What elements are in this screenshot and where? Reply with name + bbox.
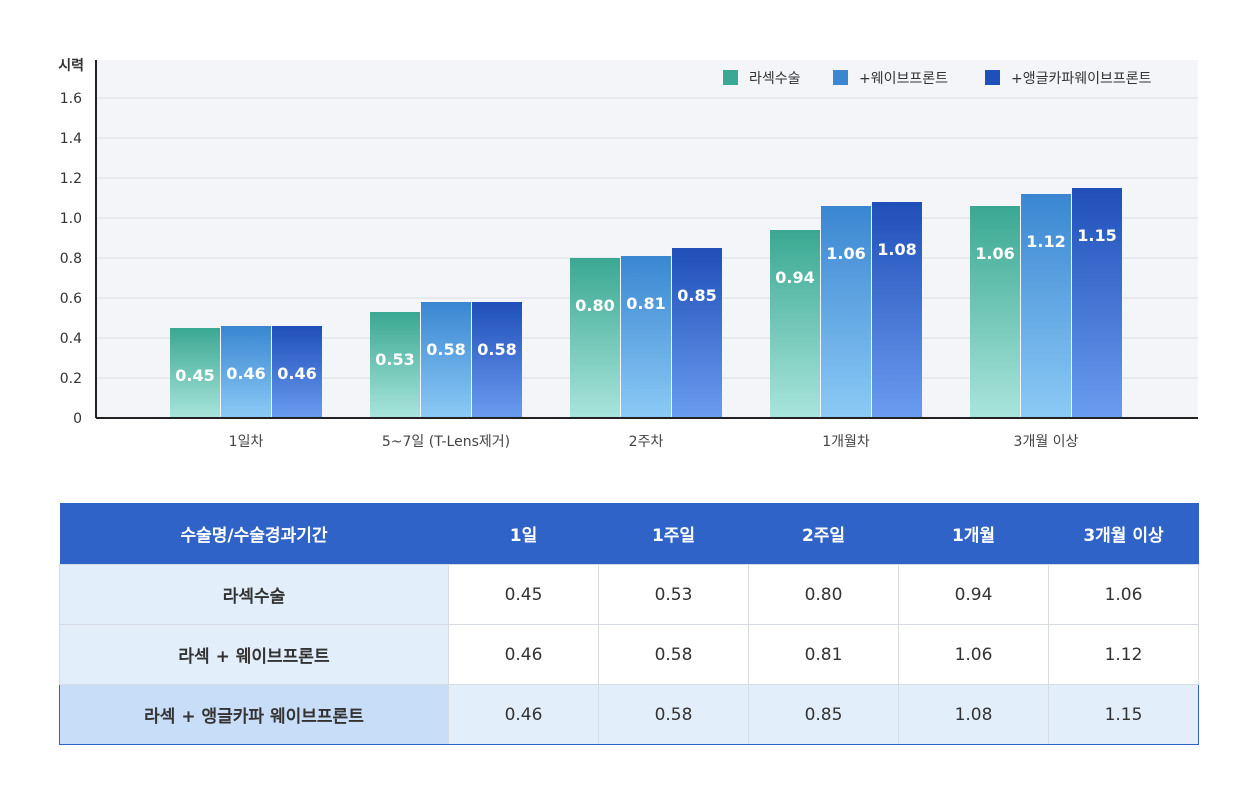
y-tick-label: 0.6: [60, 291, 82, 307]
y-tick-label: 1.0: [60, 211, 82, 227]
bar-value-label: 1.12: [1026, 232, 1065, 251]
bar: [421, 302, 471, 418]
legend-swatch: [723, 70, 738, 85]
bar: [970, 206, 1020, 418]
table-header-cell: 1일: [448, 503, 599, 565]
table-cell: 0.46: [448, 624, 599, 685]
bar-value-label: 0.46: [226, 364, 265, 383]
bar-value-label: 1.08: [877, 240, 916, 259]
table-cell: 1.06: [1048, 564, 1199, 625]
table-cell: 1.12: [1048, 624, 1199, 685]
results-table: 수술명/수술경과기간 1일 1주일 2주일 1개월 3개월 이상 라섹수술 0.…: [59, 503, 1199, 745]
bar-value-label: 1.15: [1077, 226, 1116, 245]
table-row: 라섹수술 0.45 0.53 0.80 0.94 1.06: [59, 564, 1199, 625]
bar: [770, 230, 820, 418]
bar-value-label: 0.94: [775, 268, 814, 287]
row-label: 라섹 + 앵글카파 웨이브프론트: [59, 684, 449, 745]
bar: [872, 202, 922, 418]
legend-label: +웨이브프론트: [859, 71, 948, 87]
table-cell: 0.45: [448, 564, 599, 625]
row-label: 라섹 + 웨이브프론트: [59, 624, 449, 685]
table-header-cell: 2주일: [748, 503, 899, 565]
table-cell: 0.53: [598, 564, 749, 625]
legend-label: 라섹수술: [749, 71, 801, 87]
legend-label: +앵글카파웨이브프론트: [1011, 71, 1152, 87]
bar: [221, 326, 271, 418]
table-cell: 0.81: [748, 624, 899, 685]
table-cell: 0.85: [748, 684, 899, 745]
bar: [570, 258, 620, 418]
table-header-cell: 1주일: [598, 503, 749, 565]
table-cell: 1.15: [1048, 684, 1199, 745]
bar-chart: 0.45 0.46 0.460.530.58 0.580.80 0.81 0.850.94…: [58, 58, 1198, 450]
table-header-cell: 수술명/수술경과기간: [59, 503, 449, 565]
bar: [370, 312, 420, 418]
x-tick-label: 5~7일 (T-Lens제거): [382, 434, 510, 450]
bar: [472, 302, 522, 418]
y-tick-label: 0.4: [60, 331, 82, 347]
table-cell: 1.06: [898, 624, 1049, 685]
table-cell: 0.58: [598, 684, 749, 745]
bar-value-label: 0.58: [477, 340, 516, 359]
table-cell: 1.08: [898, 684, 1049, 745]
x-tick-label: 1개월차: [822, 434, 870, 450]
bar-value-label: 0.58: [426, 340, 465, 359]
y-tick-label: 1.6: [60, 91, 82, 107]
bar-value-label: 0.46: [277, 364, 316, 383]
y-tick-label: 0.8: [60, 251, 82, 267]
bar: [170, 328, 220, 418]
table-header-row: 수술명/수술경과기간 1일 1주일 2주일 1개월 3개월 이상: [59, 503, 1199, 565]
table-cell: 0.80: [748, 564, 899, 625]
table-cell: 0.46: [448, 684, 599, 745]
bar-value-label: 1.06: [826, 244, 865, 263]
table-cell: 0.58: [598, 624, 749, 685]
bar-value-label: 1.06: [975, 244, 1014, 263]
bar-value-label: 0.80: [575, 296, 614, 315]
bar-value-label: 0.45: [175, 366, 214, 385]
y-tick-label: 1.2: [60, 171, 82, 187]
table-cell: 0.94: [898, 564, 1049, 625]
table-header-cell: 1개월: [898, 503, 1049, 565]
row-label: 라섹수술: [59, 564, 449, 625]
x-tick-label: 2주차: [629, 434, 664, 450]
legend-swatch: [833, 70, 848, 85]
legend-swatch: [985, 70, 1000, 85]
bar-value-label: 0.85: [677, 286, 716, 305]
table-row-highlighted: 라섹 + 앵글카파 웨이브프론트 0.46 0.58 0.85 1.08 1.1…: [59, 684, 1199, 745]
bar: [272, 326, 322, 418]
x-tick-label: 3개월 이상: [1014, 434, 1079, 450]
bar: [821, 206, 871, 418]
bar: [672, 248, 722, 418]
y-tick-label: 0.2: [60, 371, 82, 387]
bar-value-label: 0.53: [375, 350, 414, 369]
bar: [1021, 194, 1071, 418]
y-tick-label: 1.4: [60, 131, 82, 147]
bar: [1072, 188, 1122, 418]
table-header-cell: 3개월 이상: [1048, 503, 1199, 565]
x-tick-label: 1일차: [229, 434, 264, 450]
y-tick-label: 0: [73, 411, 82, 427]
bar-value-label: 0.81: [626, 294, 665, 313]
y-axis-label: 시력: [58, 58, 84, 74]
table-row: 라섹 + 웨이브프론트 0.46 0.58 0.81 1.06 1.12: [59, 624, 1199, 685]
bar: [621, 256, 671, 418]
